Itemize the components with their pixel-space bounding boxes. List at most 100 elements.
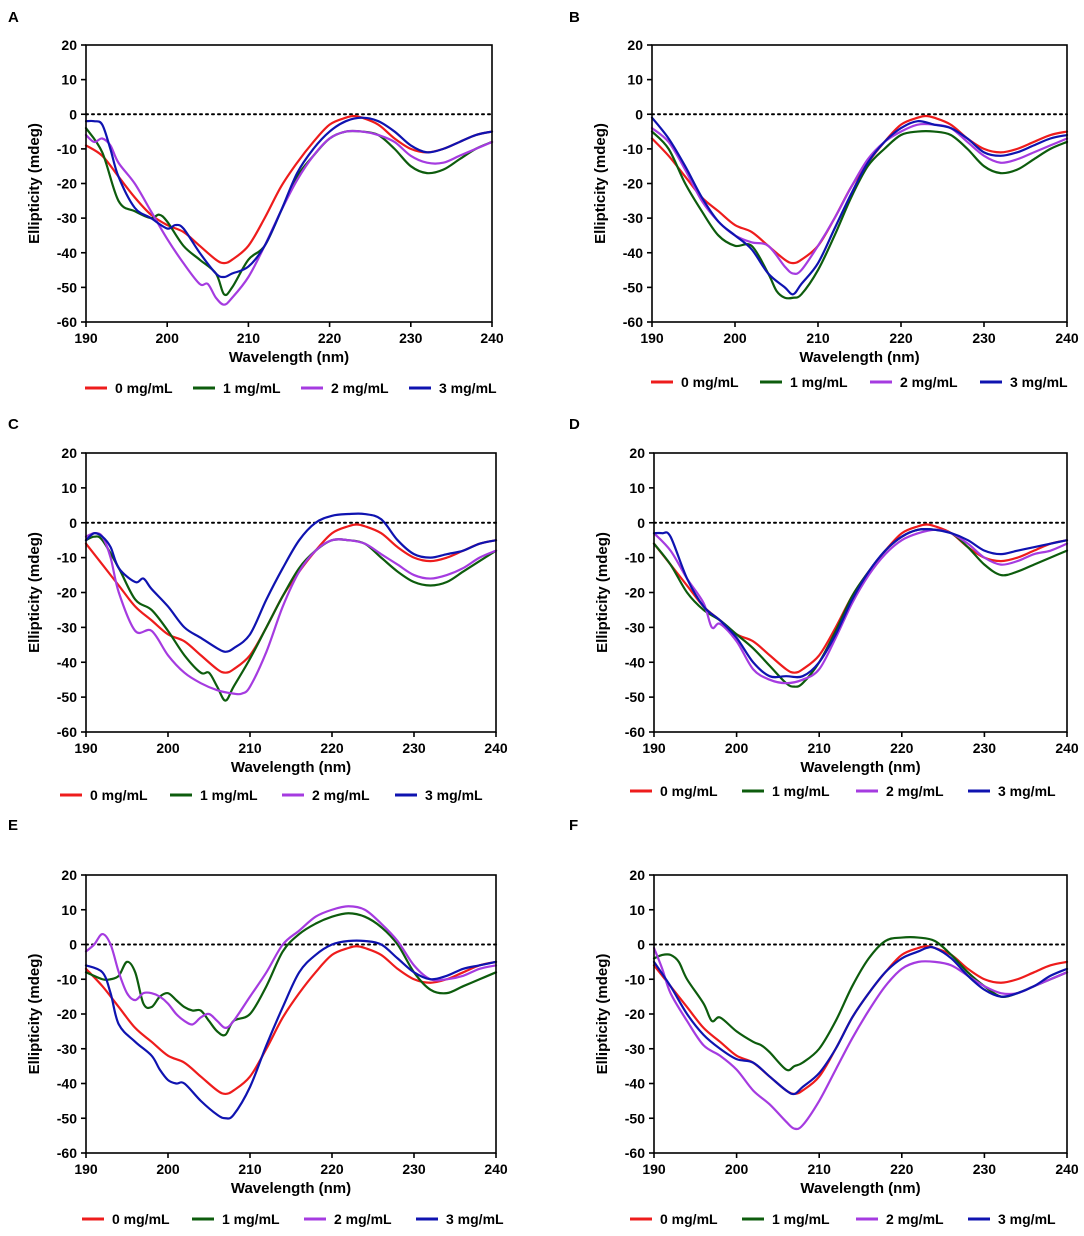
- x-axis-title: Wavelength (nm): [799, 349, 919, 366]
- y-tick-label: 20: [629, 445, 645, 461]
- legend-label: 2 mg/mL: [331, 380, 389, 396]
- legend-label: 2 mg/mL: [334, 1211, 392, 1227]
- x-tick-label: 200: [725, 740, 749, 756]
- y-tick-label: -50: [625, 1110, 645, 1126]
- x-tick-label: 240: [480, 330, 504, 346]
- legend-label: 0 mg/mL: [681, 374, 739, 390]
- y-tick-label: 10: [61, 902, 77, 918]
- legend-label: 2 mg/mL: [312, 787, 370, 803]
- y-tick-label: -60: [625, 724, 645, 740]
- series-line-0: [84, 945, 498, 1096]
- legend-label: 0 mg/mL: [660, 783, 718, 799]
- series-line-1: [84, 535, 498, 702]
- y-tick-label: -20: [57, 585, 77, 601]
- y-tick-label: 0: [635, 106, 643, 122]
- y-axis-title: Ellipticity (mdeg): [592, 123, 609, 244]
- legend-label: 1 mg/mL: [200, 787, 258, 803]
- x-tick-label: 240: [1055, 740, 1079, 756]
- panel-letter: B: [569, 9, 580, 26]
- y-tick-label: 0: [69, 106, 77, 122]
- panel-letter: D: [569, 416, 580, 433]
- y-tick-label: -60: [625, 1145, 645, 1161]
- series-line-2: [650, 122, 1069, 275]
- y-axis-title: Ellipticity (mdeg): [26, 532, 43, 653]
- legend-label: 1 mg/mL: [772, 1211, 830, 1227]
- y-tick-label: -40: [57, 1076, 77, 1092]
- y-tick-label: -30: [625, 619, 645, 635]
- x-tick-label: 240: [484, 1161, 508, 1177]
- legend-label: 2 mg/mL: [886, 783, 944, 799]
- series-line-2: [84, 532, 498, 696]
- x-tick-label: 200: [725, 1161, 749, 1177]
- x-tick-label: 190: [74, 1161, 98, 1177]
- x-tick-label: 220: [890, 740, 914, 756]
- x-tick-label: 230: [399, 330, 423, 346]
- x-tick-label: 240: [1055, 1161, 1079, 1177]
- legend-label: 1 mg/mL: [223, 380, 281, 396]
- y-tick-label: 20: [61, 867, 77, 883]
- series-line-0: [652, 523, 1069, 674]
- legend-label: 1 mg/mL: [222, 1211, 280, 1227]
- legend-label: 0 mg/mL: [112, 1211, 170, 1227]
- x-tick-label: 210: [238, 740, 262, 756]
- y-tick-label: -30: [57, 619, 77, 635]
- legend: 0 mg/mL 1 mg/mL 2 mg/mL 3 mg/mL: [651, 374, 1068, 390]
- plot-frame: [85, 874, 497, 1154]
- legend-label: 3 mg/mL: [439, 380, 497, 396]
- y-tick-label: -50: [625, 689, 645, 705]
- y-tick-label: -40: [625, 654, 645, 670]
- y-tick-label: -30: [57, 1041, 77, 1057]
- series-line-3: [652, 527, 1069, 679]
- legend: 0 mg/mL 1 mg/mL 2 mg/mL 3 mg/mL: [630, 1211, 1056, 1227]
- y-tick-label: -60: [623, 314, 643, 330]
- y-tick-label: -50: [57, 1110, 77, 1126]
- y-tick-label: 0: [69, 937, 77, 953]
- series-line-3: [84, 116, 494, 279]
- x-tick-label: 230: [973, 740, 997, 756]
- y-tick-label: -40: [623, 245, 643, 261]
- legend-label: 3 mg/mL: [998, 1211, 1056, 1227]
- y-tick-label: 20: [61, 445, 77, 461]
- y-tick-label: 0: [637, 515, 645, 531]
- x-tick-label: 190: [74, 330, 98, 346]
- x-tick-label: 210: [237, 330, 261, 346]
- y-tick-label: -40: [57, 245, 77, 261]
- x-tick-label: 220: [320, 740, 344, 756]
- y-tick-label: -30: [623, 210, 643, 226]
- x-tick-label: 230: [972, 330, 996, 346]
- series-line-2: [652, 528, 1069, 685]
- y-tick-label: -60: [57, 724, 77, 740]
- panel-letter: F: [569, 817, 578, 834]
- y-tick-label: 20: [627, 37, 643, 53]
- x-tick-label: 230: [402, 740, 426, 756]
- legend-label: 1 mg/mL: [790, 374, 848, 390]
- series-line-0: [650, 114, 1069, 265]
- y-tick-label: -50: [623, 279, 643, 295]
- x-tick-label: 220: [890, 1161, 914, 1177]
- y-tick-label: -10: [57, 971, 77, 987]
- x-axis-title: Wavelength (nm): [231, 1180, 351, 1197]
- x-tick-label: 210: [808, 1161, 832, 1177]
- y-tick-label: 10: [627, 72, 643, 88]
- y-tick-label: -10: [57, 550, 77, 566]
- y-axis-title: Ellipticity (mdeg): [26, 954, 43, 1075]
- plot-frame: [653, 874, 1068, 1154]
- legend: 0 mg/mL 1 mg/mL 2 mg/mL 3 mg/mL: [82, 1211, 504, 1227]
- y-tick-label: 20: [629, 867, 645, 883]
- legend-label: 1 mg/mL: [772, 783, 830, 799]
- x-tick-label: 200: [156, 330, 180, 346]
- x-tick-label: 190: [642, 1161, 666, 1177]
- legend-label: 3 mg/mL: [446, 1211, 504, 1227]
- series-line-2: [84, 129, 494, 306]
- x-tick-label: 230: [402, 1161, 426, 1177]
- y-tick-label: -10: [57, 141, 77, 157]
- panel-letter: C: [8, 416, 19, 433]
- y-axis-title: Ellipticity (mdeg): [594, 532, 611, 653]
- y-tick-label: -60: [57, 314, 77, 330]
- x-tick-label: 230: [973, 1161, 997, 1177]
- series-line-0: [84, 523, 498, 674]
